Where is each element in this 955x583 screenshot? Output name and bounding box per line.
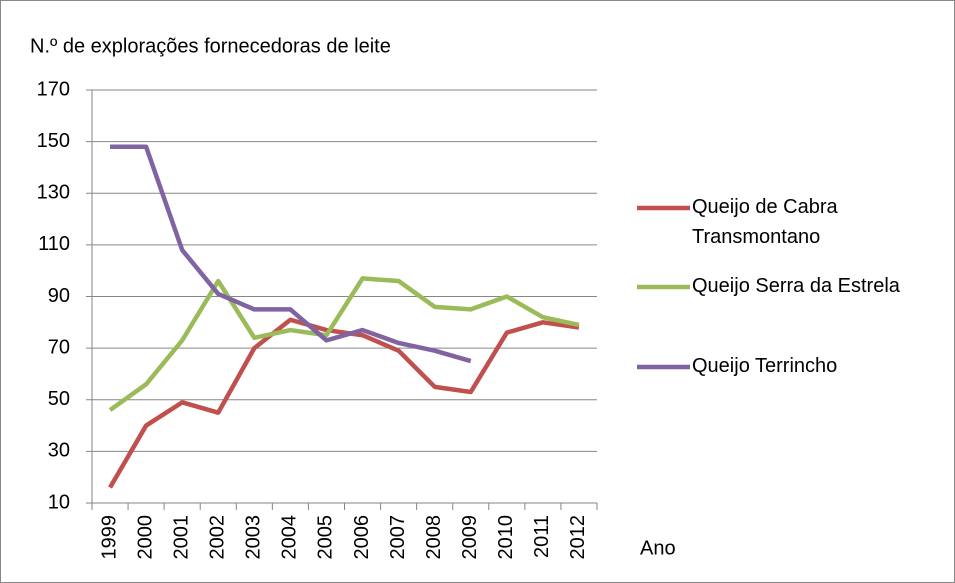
chart-title: N.º de explorações fornecedoras de leite (30, 35, 391, 57)
x-tick-label: 2012 (567, 515, 589, 560)
y-tick-label: 50 (48, 388, 70, 410)
legend-label: Queijo Terrincho (692, 355, 838, 377)
y-tick-label: 70 (48, 336, 70, 358)
x-tick-label: 2001 (170, 515, 192, 560)
x-tick-label: 1999 (98, 515, 120, 560)
y-tick-label: 150 (37, 130, 70, 152)
x-tick-label: 2006 (351, 515, 373, 560)
y-tick-label: 30 (48, 440, 70, 462)
x-tick-label: 2003 (243, 515, 265, 560)
legend-label: Queijo Serra da Estrela (692, 275, 900, 297)
y-tick-label: 110 (38, 233, 70, 255)
x-tick-label: 2002 (207, 515, 229, 560)
y-tick-label: 90 (48, 285, 70, 307)
series-line (110, 144, 472, 364)
legend-label: Queijo de Cabra Transmontano (692, 196, 838, 248)
x-tick-label: 2007 (387, 515, 409, 560)
x-tick-label: 2005 (315, 515, 337, 560)
x-tick-label: 2000 (134, 515, 156, 560)
y-tick-label: 10 (48, 491, 70, 513)
x-tick-label: 2009 (459, 515, 481, 560)
y-tick-label: 170 (37, 78, 70, 100)
y-tick-label: 130 (37, 182, 70, 204)
x-tick-label: 2011 (531, 515, 553, 558)
x-tick-label: 2010 (495, 515, 517, 560)
x-tick-label: 2008 (423, 515, 445, 560)
x-tick-label: 2004 (279, 515, 301, 560)
series-line (108, 317, 580, 489)
x-axis-label: Ano (640, 537, 676, 559)
series-line (108, 276, 580, 412)
